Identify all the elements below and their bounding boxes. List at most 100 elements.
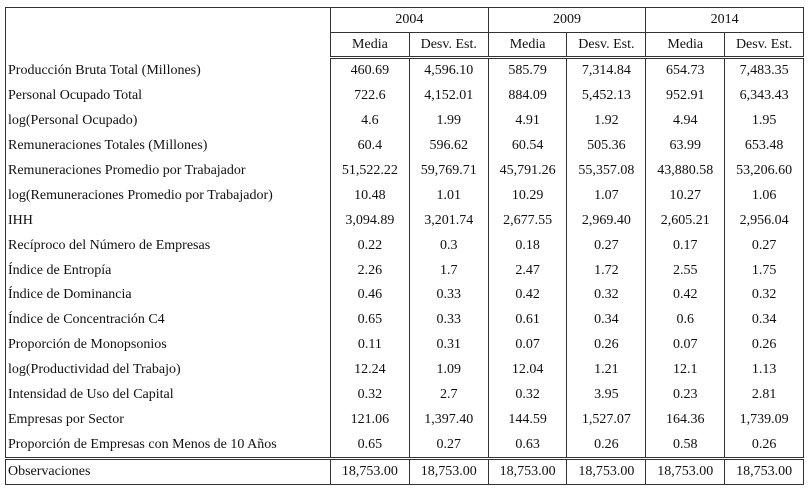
value-cell: 164.36 — [645, 407, 726, 433]
value-cell: 0.26 — [566, 432, 647, 459]
value-cell: 0.33 — [408, 283, 489, 308]
value-cell: 10.29 — [487, 183, 568, 209]
table-row: log(Personal Ocupado) 4.6 1.99 4.91 1.92 4.94… — [5, 108, 804, 134]
value-cell: 7,483.35 — [724, 57, 804, 84]
value-cell: 1.95 — [724, 108, 804, 134]
column-header: Media — [645, 32, 726, 59]
value-cell: 3,094.89 — [330, 208, 410, 234]
value-cell: 2.7 — [408, 382, 489, 408]
value-cell: 1.09 — [408, 357, 489, 383]
table-row: Índice de Dominancia 0.46 0.33 0.42 0.32 0.42… — [5, 283, 804, 308]
value-cell: 18,753.00 — [566, 457, 647, 485]
table-row: Proporción de Empresas con Menos de 10 A… — [5, 432, 804, 459]
value-cell: 0.58 — [645, 432, 726, 459]
value-cell: 0.07 — [487, 332, 568, 358]
value-cell: 653.48 — [724, 133, 804, 159]
value-cell: 1.72 — [566, 258, 647, 284]
value-cell: 1.06 — [724, 183, 804, 209]
value-cell: 0.18 — [487, 233, 568, 259]
value-cell: 0.26 — [724, 332, 804, 358]
value-cell: 10.27 — [645, 183, 726, 209]
value-cell: 121.06 — [330, 407, 410, 433]
value-cell: 0.31 — [408, 332, 489, 358]
value-cell: 0.26 — [566, 332, 647, 358]
value-cell: 12.04 — [487, 357, 568, 383]
value-cell: 4,596.10 — [408, 57, 489, 84]
table-row: Empresas por Sector 121.06 1,397.40 144.59 1… — [5, 407, 804, 433]
value-cell: 4.6 — [330, 108, 410, 134]
value-cell: 0.34 — [724, 307, 804, 333]
value-cell: 0.65 — [330, 307, 410, 333]
row-label: Personal Ocupado Total — [5, 83, 331, 109]
value-cell: 722.6 — [330, 83, 410, 109]
value-cell: 2.47 — [487, 258, 568, 284]
value-cell: 12.24 — [330, 357, 410, 383]
value-cell: 55,357.08 — [566, 158, 647, 184]
value-cell: 2.81 — [724, 382, 804, 408]
value-cell: 0.32 — [724, 283, 804, 308]
value-cell: 12.1 — [645, 357, 726, 383]
row-label: IHH — [5, 208, 331, 234]
value-cell: 0.34 — [566, 307, 647, 333]
value-cell: 2,969.40 — [566, 208, 647, 234]
value-cell: 1,527.07 — [566, 407, 647, 433]
value-cell: 0.3 — [408, 233, 489, 259]
value-cell: 45,791.26 — [487, 158, 568, 184]
year-header: 2014 — [645, 7, 804, 33]
value-cell: 1,739.09 — [724, 407, 804, 433]
value-cell: 654.73 — [645, 57, 726, 84]
row-label: Proporción de Monopsonios — [5, 332, 331, 358]
value-cell: 2,956.04 — [724, 208, 804, 234]
table-row: Remuneraciones Totales (Millones) 60.4 596… — [5, 133, 804, 159]
table-row: Personal Ocupado Total 722.6 4,152.01 884.0… — [5, 83, 804, 109]
table-row: Recíproco del Número de Empresas 0.22 0.3 0… — [5, 233, 804, 259]
year-header: 2009 — [487, 7, 647, 33]
row-label: Índice de Dominancia — [5, 283, 331, 308]
value-cell: 1.7 — [408, 258, 489, 284]
value-cell: 53,206.60 — [724, 158, 804, 184]
table-row: Observaciones 18,753.00 18,753.00 18,753.00… — [5, 457, 804, 485]
row-label: Índice de Entropía — [5, 258, 331, 284]
value-cell: 596.62 — [408, 133, 489, 159]
value-cell: 5,452.13 — [566, 83, 647, 109]
row-label: Remuneraciones Totales (Millones) — [5, 133, 331, 159]
value-cell: 3.95 — [566, 382, 647, 408]
value-cell: 43,880.58 — [645, 158, 726, 184]
value-cell: 505.36 — [566, 133, 647, 159]
value-cell: 51,522.22 — [330, 158, 410, 184]
row-label: Empresas por Sector — [5, 407, 331, 433]
row-label: log(Productividad del Trabajo) — [5, 357, 331, 383]
value-cell: 585.79 — [487, 57, 568, 84]
value-cell: 4.94 — [645, 108, 726, 134]
value-cell: 2,677.55 — [487, 208, 568, 234]
value-cell: 0.22 — [330, 233, 410, 259]
value-cell: 18,753.00 — [330, 457, 410, 485]
row-label: log(Personal Ocupado) — [5, 108, 331, 134]
value-cell: 0.27 — [724, 233, 804, 259]
value-cell: 1.75 — [724, 258, 804, 284]
value-cell: 0.32 — [566, 283, 647, 308]
table-row: Producción Bruta Total (Millones) 460.69 4… — [5, 57, 804, 84]
corner-cell — [5, 7, 331, 58]
column-header: Media — [330, 32, 410, 59]
value-cell: 6,343.43 — [724, 83, 804, 109]
table-row: Índice de Entropía 2.26 1.7 2.47 1.72 2.55 1.7… — [5, 258, 804, 284]
table-row: Intensidad de Uso del Capital 0.32 2.7 0.32… — [5, 382, 804, 408]
value-cell: 1.13 — [724, 357, 804, 383]
value-cell: 2,605.21 — [645, 208, 726, 234]
value-cell: 144.59 — [487, 407, 568, 433]
value-cell: 2.55 — [645, 258, 726, 284]
value-cell: 0.11 — [330, 332, 410, 358]
value-cell: 1.01 — [408, 183, 489, 209]
value-cell: 0.42 — [645, 283, 726, 308]
value-cell: 0.32 — [487, 382, 568, 408]
value-cell: 10.48 — [330, 183, 410, 209]
value-cell: 0.26 — [724, 432, 804, 459]
value-cell: 460.69 — [330, 57, 410, 84]
value-cell: 60.4 — [330, 133, 410, 159]
value-cell: 59,769.71 — [408, 158, 489, 184]
value-cell: 0.6 — [645, 307, 726, 333]
value-cell: 0.27 — [566, 233, 647, 259]
value-cell: 884.09 — [487, 83, 568, 109]
value-cell: 18,753.00 — [724, 457, 804, 485]
